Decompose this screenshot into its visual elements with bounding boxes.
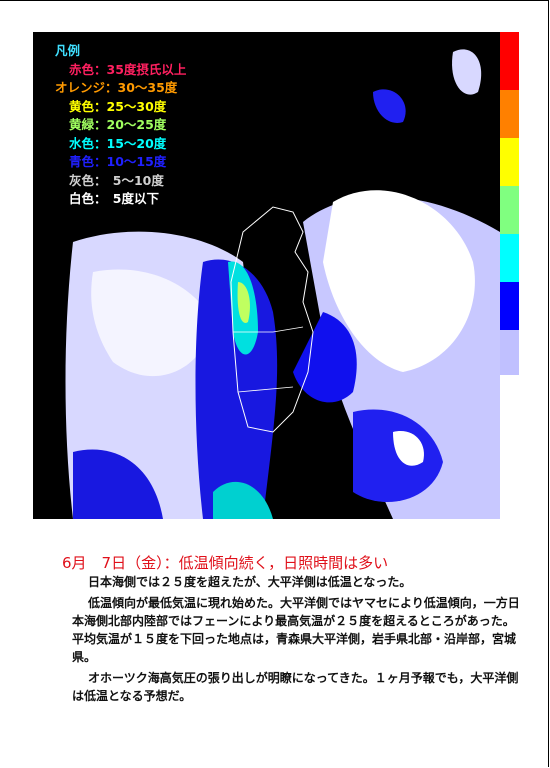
legend-item: 白色： 5度以下 bbox=[69, 191, 159, 206]
legend-item: 赤色：35度摂氏以上 bbox=[69, 61, 187, 77]
legend-item: 青色：10～15度 bbox=[69, 154, 167, 169]
legend-title: 凡例 bbox=[55, 43, 81, 58]
legend-item: 黄緑：20～25度 bbox=[69, 117, 167, 132]
heading: 6月 7日（金）：低温傾向続く，日照時間は多い bbox=[62, 554, 389, 572]
legend-item: オレンジ：30～35度 bbox=[55, 80, 178, 95]
legend-item: 灰色： 5～10度 bbox=[69, 172, 164, 188]
legend-item: 黄色：25～30度 bbox=[69, 98, 167, 114]
temperature-map bbox=[33, 32, 519, 519]
paragraph: 日本海側では２５度を超えたが、大平洋側は低温となった。 bbox=[88, 575, 412, 589]
paragraph: 低温傾向が最低気温に現れ始めた。大平洋側ではヤマセにより低温傾向，一方日本海側北… bbox=[72, 596, 520, 664]
legend: 凡例 赤色：35度摂氏以上 オレンジ：30～35度 黄色：25～30度 黄緑：2… bbox=[33, 32, 215, 206]
paragraph: オホーツク海高気圧の張り出しが明瞭になってきた。１ヶ月予報でも，大平洋側は低温と… bbox=[72, 671, 519, 703]
body-text: 日本海側では２５度を超えたが、大平洋側は低温となった。 低温傾向が最低気温に現れ… bbox=[72, 573, 526, 708]
legend-item: 水色：15～20度 bbox=[69, 135, 167, 151]
